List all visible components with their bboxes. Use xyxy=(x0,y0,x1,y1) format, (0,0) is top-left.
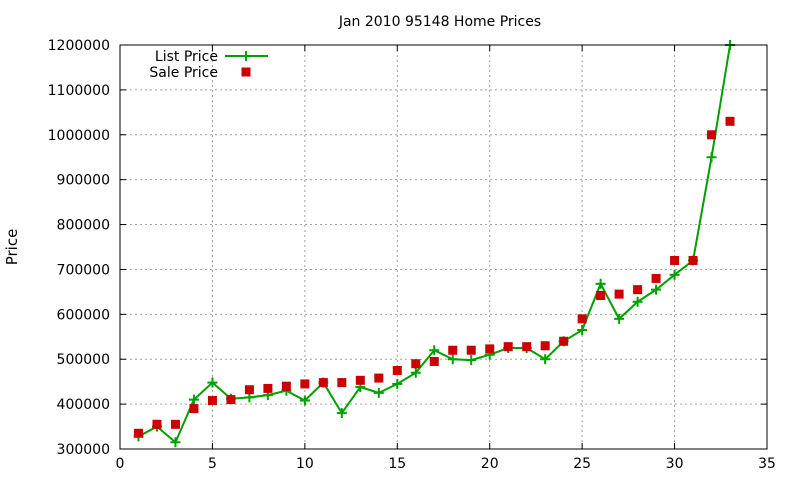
data-point xyxy=(559,336,569,346)
legend-label-list-price: List Price xyxy=(155,49,218,65)
legend-sample-plus-marker xyxy=(241,51,251,61)
data-point xyxy=(669,269,680,280)
y-tick-label: 1100000 xyxy=(48,83,110,99)
legend: List Price Sale Price xyxy=(149,49,268,81)
legend-label-sale-price: Sale Price xyxy=(149,65,218,81)
data-point xyxy=(596,290,606,300)
data-point xyxy=(244,385,254,395)
ticks: 0 5 10 15 20 25 30 35 300000 400000 500000 600000 70… xyxy=(48,38,776,472)
y-axis-label: Price xyxy=(3,229,21,266)
data-point xyxy=(522,342,532,352)
data-point xyxy=(207,377,218,388)
data-point xyxy=(614,289,624,299)
data-point xyxy=(337,378,347,388)
y-tick-label: 800000 xyxy=(57,218,110,234)
data-point xyxy=(577,325,588,336)
data-point xyxy=(133,428,143,438)
data-point xyxy=(226,395,236,405)
data-point xyxy=(466,345,476,355)
data-point xyxy=(281,381,291,391)
data-point xyxy=(336,408,347,419)
x-tick-label: 5 xyxy=(208,456,217,472)
data-point xyxy=(448,345,458,355)
y-tick-label: 500000 xyxy=(57,352,110,368)
series-sale-price xyxy=(133,116,735,438)
data-point xyxy=(485,344,495,354)
data-point xyxy=(595,278,606,289)
data-point xyxy=(651,284,662,295)
data-point xyxy=(373,387,384,398)
y-tick-label: 1000000 xyxy=(48,128,110,144)
data-point xyxy=(188,394,199,405)
data-point xyxy=(410,367,421,378)
data-point xyxy=(706,152,717,163)
chart-title: Jan 2010 95148 Home Prices xyxy=(338,14,541,30)
y-tick-label: 900000 xyxy=(57,173,110,189)
data-point xyxy=(466,355,477,366)
data-point xyxy=(632,296,643,307)
plot-frame xyxy=(119,44,768,450)
data-point xyxy=(577,314,587,324)
data-point xyxy=(263,383,273,393)
x-tick-label: 35 xyxy=(758,456,776,472)
data-point xyxy=(447,354,458,365)
data-point xyxy=(355,375,365,385)
data-point xyxy=(670,255,680,265)
series-list-price xyxy=(133,40,736,448)
data-point xyxy=(614,313,625,324)
series-layer xyxy=(133,40,736,448)
grid xyxy=(120,45,767,449)
data-point xyxy=(633,285,643,295)
data-point xyxy=(411,359,421,369)
y-tick-label: 600000 xyxy=(57,307,110,323)
data-point xyxy=(688,255,698,265)
x-tick-label: 30 xyxy=(666,456,684,472)
y-tick-label: 1200000 xyxy=(48,38,110,54)
data-point xyxy=(170,419,180,429)
data-point xyxy=(374,373,384,383)
x-tick-label: 20 xyxy=(481,456,499,472)
data-point xyxy=(300,379,310,389)
data-point xyxy=(725,116,735,126)
data-point xyxy=(540,341,550,351)
data-point xyxy=(429,356,439,366)
x-tick-label: 10 xyxy=(296,456,314,472)
x-tick-label: 25 xyxy=(573,456,591,472)
data-point xyxy=(152,419,162,429)
x-tick-label: 15 xyxy=(388,456,406,472)
data-point xyxy=(170,437,181,448)
data-point xyxy=(318,378,328,388)
data-point xyxy=(503,342,513,352)
legend-sample-square-marker xyxy=(241,67,251,77)
y-tick-label: 300000 xyxy=(57,442,110,458)
data-point xyxy=(299,395,310,406)
series-line xyxy=(138,44,732,444)
x-tick-label: 0 xyxy=(116,456,125,472)
data-point xyxy=(651,273,661,283)
data-point xyxy=(207,396,217,406)
data-point xyxy=(392,365,402,375)
data-point xyxy=(189,404,199,414)
y-tick-label: 700000 xyxy=(57,262,110,278)
y-tick-label: 400000 xyxy=(57,397,110,413)
data-point xyxy=(707,130,717,140)
data-point xyxy=(540,354,551,365)
data-point xyxy=(429,345,440,356)
data-point xyxy=(392,378,403,389)
